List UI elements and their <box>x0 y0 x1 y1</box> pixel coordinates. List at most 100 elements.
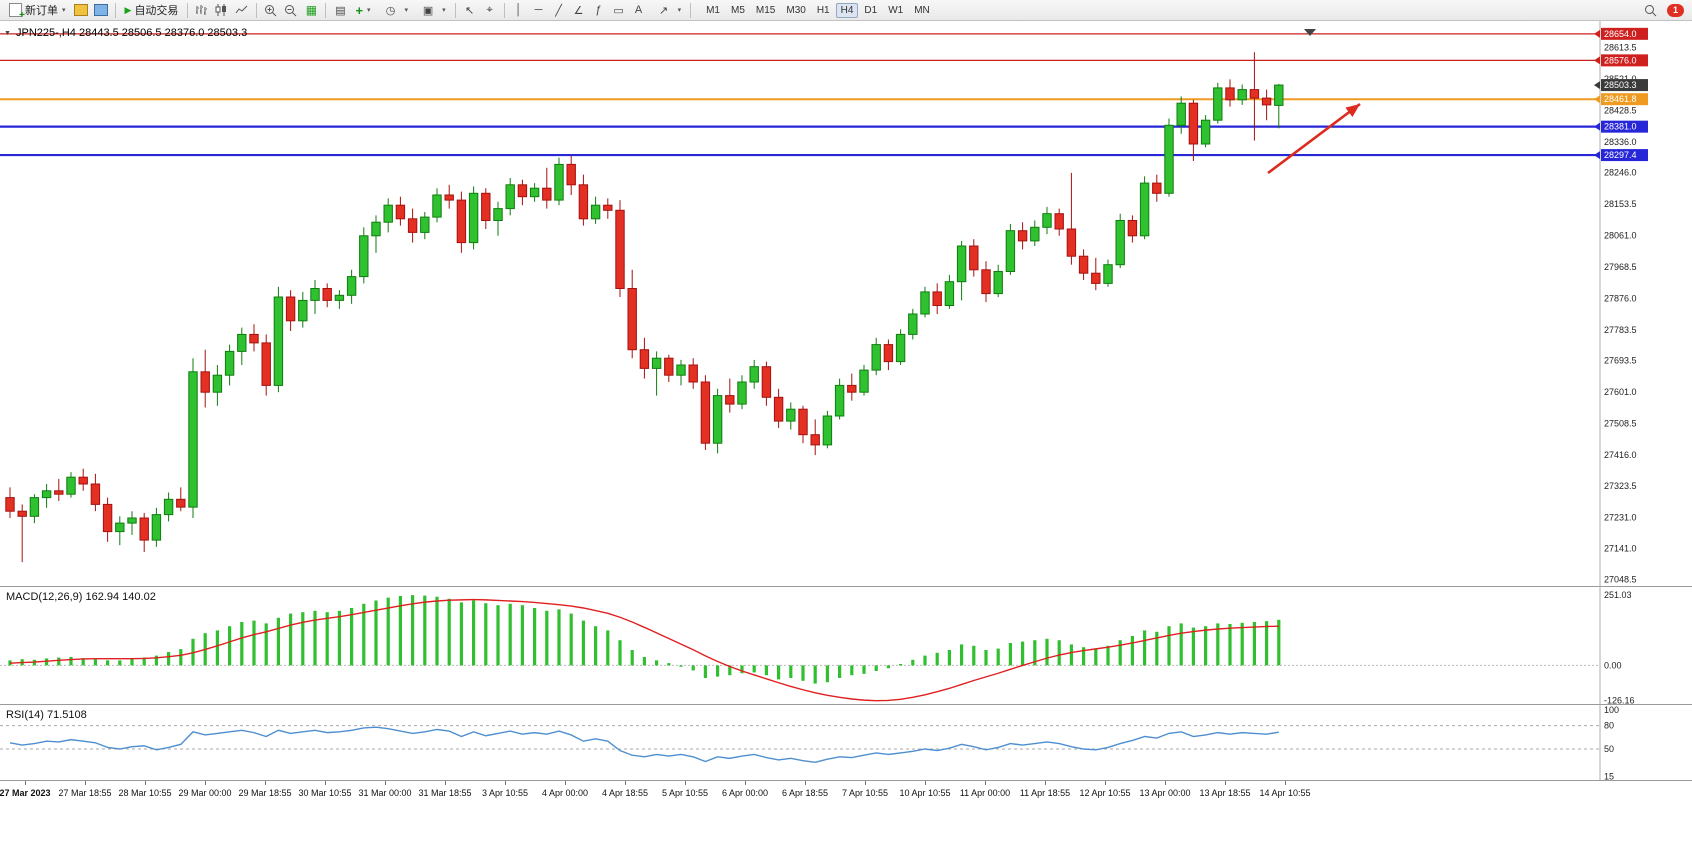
market-watch-icon[interactable] <box>71 1 91 19</box>
period-button[interactable]: ◷ ▾ <box>376 0 414 21</box>
trendline-icon[interactable]: ╱ <box>555 4 562 17</box>
separator <box>454 2 456 18</box>
candle-body <box>432 194 442 218</box>
collapse-icon[interactable]: ▼ <box>4 30 11 37</box>
price-tick-label: 27508.5 <box>1604 418 1637 428</box>
candle-body <box>371 221 381 237</box>
rsi-header: RSI(14) 71.5108 <box>6 709 87 721</box>
auto-trading-label: 自动交易 <box>134 5 179 17</box>
annotation-arrow[interactable] <box>1267 102 1361 175</box>
candle-body <box>749 366 759 383</box>
time-axis-tick <box>1165 781 1166 785</box>
shapes-icon[interactable]: ▭ <box>613 4 624 17</box>
main-chart-svg[interactable]: 28613.5 28521.0 28428.5 28336.0 28246.0 28153… <box>0 21 1692 586</box>
candle-body <box>139 517 149 541</box>
macd-header: MACD(12,26,9) 162.94 140.02 <box>6 591 156 603</box>
chart-shift-marker[interactable] <box>1304 29 1316 36</box>
fibonacci-icon[interactable]: ƒ <box>595 4 602 16</box>
price-tick-label: 27876.0 <box>1604 293 1637 303</box>
candle-body <box>1066 228 1077 257</box>
time-axis-tick <box>865 781 866 785</box>
arrange-windows-icon[interactable]: ▤ <box>335 4 346 17</box>
time-axis-tick <box>85 781 86 785</box>
time-label: 3 Apr 10:55 <box>481 788 529 798</box>
time-label: 6 Apr 18:55 <box>781 788 829 798</box>
time-axis-tick <box>205 781 206 785</box>
time-label: 11 Apr 00:00 <box>959 788 1011 798</box>
notification-badge[interactable]: 1 <box>1667 3 1684 17</box>
candle-body <box>1115 220 1125 266</box>
candle-body <box>578 184 589 220</box>
candle-body <box>603 204 613 211</box>
text-icon[interactable]: A <box>634 4 643 16</box>
candle-body <box>944 281 955 307</box>
time-axis-tick <box>1105 781 1106 785</box>
zoom-out-glyph <box>285 4 297 16</box>
time-axis-tick <box>625 781 626 785</box>
price-axis[interactable]: 28613.5 28521.0 28428.5 28336.0 28246.0 28153… <box>1594 27 1648 585</box>
price-tick-label: 28061.0 <box>1604 230 1637 240</box>
time-axis-tick <box>25 781 26 785</box>
auto-trading-button[interactable]: ▶ 自动交易 <box>120 0 184 20</box>
zoom-in-icon[interactable] <box>261 1 281 19</box>
timeframe-MN[interactable]: MN <box>914 4 930 16</box>
timeframe-M30[interactable]: M30 <box>786 4 806 16</box>
horizontal-line-icon[interactable]: ─ <box>534 4 543 16</box>
candle-body <box>566 163 576 186</box>
candlestick-icon[interactable] <box>212 1 232 19</box>
navigator-icon[interactable] <box>91 1 111 19</box>
timeframe-H1[interactable]: H1 <box>816 4 830 16</box>
rsi-panel-svg[interactable]: 100 80 50 15 RSI(14) 71.5108 <box>0 704 1692 780</box>
candle-body <box>1042 213 1052 228</box>
chevron-down-icon: ▾ <box>442 7 446 14</box>
line-chart-icon[interactable] <box>232 1 252 19</box>
cursor-icon[interactable]: ↖ <box>464 4 475 17</box>
candle-body <box>895 333 906 363</box>
timeframe-buttons: M1 M5 M15 M30 H1 H4 D1 W1 MN <box>701 2 935 18</box>
time-label: 5 Apr 10:55 <box>661 788 709 798</box>
candle-body <box>322 288 332 301</box>
candle-body <box>1078 255 1089 274</box>
timeframe-M5[interactable]: M5 <box>731 4 745 16</box>
crosshair-icon[interactable]: ⌖ <box>486 3 493 16</box>
candle-body <box>346 276 357 296</box>
timeframe-M1[interactable]: M1 <box>706 4 720 16</box>
objects-button[interactable]: ▣ ▾ <box>413 0 451 21</box>
candle-body <box>5 497 15 512</box>
toolbar: 新订单 ▾ ▶ 自动交易 ▦ ▤ +▾ ◷▾ ▣▾ ↖ ⌖ │ ─ ╱ ∠ ƒ … <box>0 0 1692 21</box>
macd-panel-svg[interactable]: 251.03 0.00 -126.16 MACD(12,26,9) 162.94 14… <box>0 586 1692 704</box>
arrow-tools-button[interactable]: ↗ ▾ <box>649 0 687 21</box>
vertical-line-icon[interactable]: │ <box>515 4 523 16</box>
time-axis-tick <box>325 781 326 785</box>
new-order-button[interactable]: 新订单 ▾ <box>4 0 71 21</box>
arrow-shaft <box>1267 102 1361 175</box>
indicators-button[interactable]: + ▾ <box>350 1 375 20</box>
search-icon[interactable] <box>1641 1 1661 19</box>
time-label: 13 Apr 18:55 <box>1199 788 1251 798</box>
time-axis-tick <box>1225 781 1226 785</box>
candle-body <box>29 497 40 517</box>
separator <box>114 2 116 18</box>
candle-body <box>810 434 820 446</box>
candle-body <box>847 384 857 393</box>
zoom-out-icon[interactable] <box>281 1 301 19</box>
timeframe-W1[interactable]: W1 <box>888 4 904 16</box>
candle-body <box>102 503 113 533</box>
chevron-down-icon: ▾ <box>367 7 371 14</box>
candle-body <box>883 344 894 363</box>
candle-body <box>444 194 454 201</box>
channel-icon[interactable]: ∠ <box>573 4 584 17</box>
time-axis[interactable]: 27 Mar 2023 27 Mar 18:55 28 Mar 10:55 29 Ma… <box>0 780 1692 844</box>
timeframe-M15[interactable]: M15 <box>755 4 776 16</box>
time-label: 31 Mar 00:00 <box>358 788 412 798</box>
candle-body <box>517 184 528 198</box>
candle-body <box>224 350 235 376</box>
candle-body <box>737 381 747 405</box>
timeframe-H4[interactable]: H4 <box>835 2 859 18</box>
grid-icon[interactable]: ▦ <box>305 3 318 17</box>
time-label: 31 Mar 18:55 <box>418 788 472 798</box>
bar-chart-icon[interactable] <box>192 1 212 19</box>
timeframe-D1[interactable]: D1 <box>864 4 878 16</box>
indicators-icon: + <box>355 2 364 18</box>
candle-body <box>115 522 125 533</box>
